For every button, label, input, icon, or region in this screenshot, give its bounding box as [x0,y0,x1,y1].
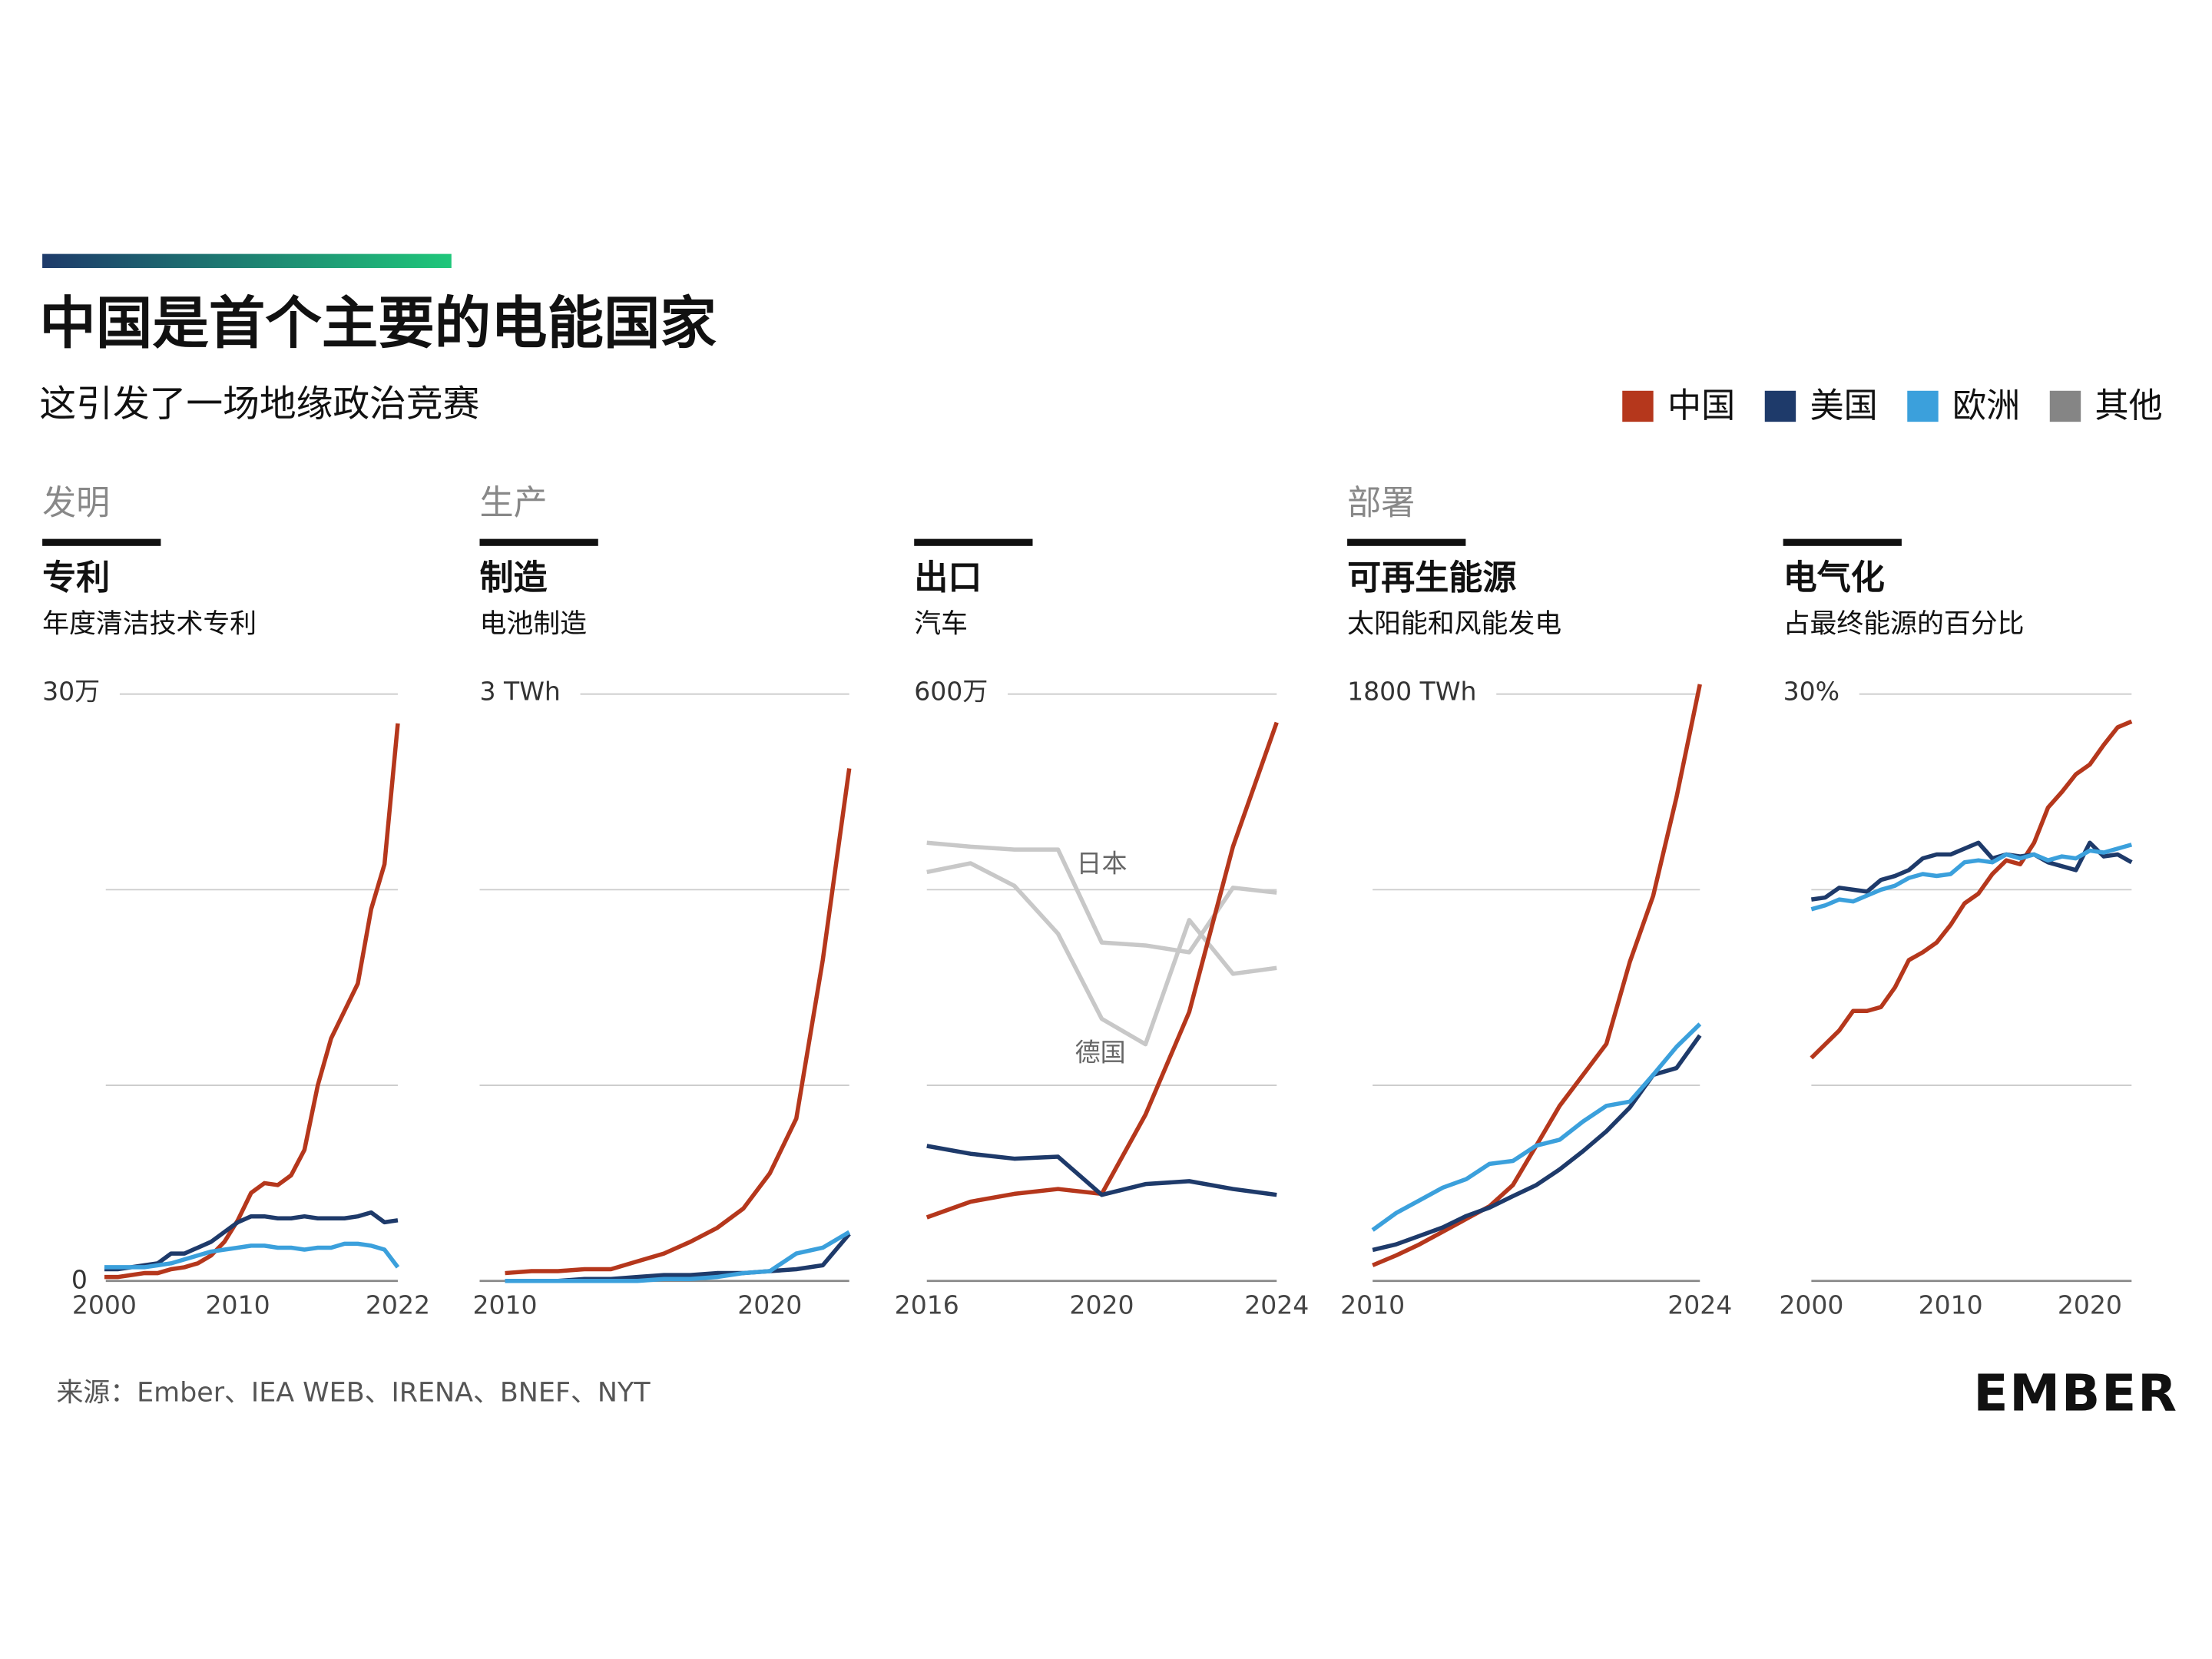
series-line [926,861,1277,1047]
legend-swatch [2049,390,2081,422]
source: 来源：Ember、IEA WEB、IRENA、BNEF、NYT [56,1378,651,1409]
subtitle: 这引发了一场地缘政治竞赛 [39,383,479,426]
panel-title: 制造 [479,558,547,598]
panel-subtitle: 太阳能和风能发电 [1347,609,1561,640]
series-line [505,1230,851,1283]
section-label: 生产 [479,484,547,523]
series-line [1810,843,2133,912]
panel-subtitle: 占最终能源的百分比 [1783,609,2025,640]
series-line [1810,840,2133,902]
logo: EMBER [1973,1363,2178,1422]
x-tick-label: 2010 [1919,1290,1983,1320]
panel-subtitle: 电池制造 [479,609,587,640]
x-tick-label: 2020 [737,1290,802,1320]
legend-swatch [1622,390,1654,422]
series-label: 德国 [1075,1038,1126,1068]
x-tick-label: 2024 [1667,1290,1732,1320]
x-tick-label: 2020 [1069,1290,1134,1320]
legend-label: 欧洲 [1952,386,2020,426]
legend-label: 其他 [2095,386,2163,426]
series-label: 日本 [1076,848,1127,878]
legend-label: 美国 [1810,386,1878,426]
y-tick-label: 3 TWh [479,676,560,706]
x-tick-label: 2010 [1340,1290,1405,1320]
series-line [104,723,400,1280]
header-bar [42,538,161,546]
header-bar [1783,538,1902,546]
series-line [1371,1022,1702,1232]
series-line [505,1232,851,1283]
x-tick-label: 2022 [366,1290,430,1320]
series-line [505,768,852,1276]
y-tick-label: 30% [1783,676,1839,706]
series-line [104,1241,400,1270]
series-line [1372,684,1702,1267]
x-tick-label: 2000 [1779,1290,1843,1320]
legend-swatch [1764,390,1796,422]
panel-title: 可再生能源 [1347,558,1516,598]
x-tick-label: 2020 [2058,1290,2122,1320]
legend-swatch [1907,390,1939,422]
header-bar [1347,538,1466,546]
title: 中国是首个主要的电能国家 [39,291,717,356]
panel-subtitle: 年度清洁技术专利 [42,609,257,640]
series-line [104,1210,399,1272]
panel-title: 电气化 [1783,558,1885,598]
y-tick-label: 600万 [914,676,988,706]
section-label: 部署 [1347,484,1415,523]
legend-label: 中国 [1667,386,1735,426]
x-tick-label: 2000 [72,1290,137,1320]
panel-title: 专利 [42,558,110,598]
series-line [1810,719,2133,1060]
panel-title: 出口 [914,558,982,598]
accent-bar [42,253,452,268]
header-bar [479,538,598,546]
x-tick-label: 2010 [206,1290,270,1320]
y-tick-label: 1800 TWh [1347,676,1476,706]
series-line [926,721,1279,1220]
x-tick-label: 2010 [472,1290,537,1320]
header-bar [914,538,1033,546]
section-label: 发明 [42,484,110,523]
y-tick-label: 0 [71,1264,88,1294]
y-tick-label: 30万 [42,676,100,706]
series-line [926,1144,1277,1197]
x-tick-label: 2024 [1244,1290,1309,1320]
panel-subtitle: 汽车 [914,609,968,640]
x-tick-label: 2016 [895,1290,959,1320]
